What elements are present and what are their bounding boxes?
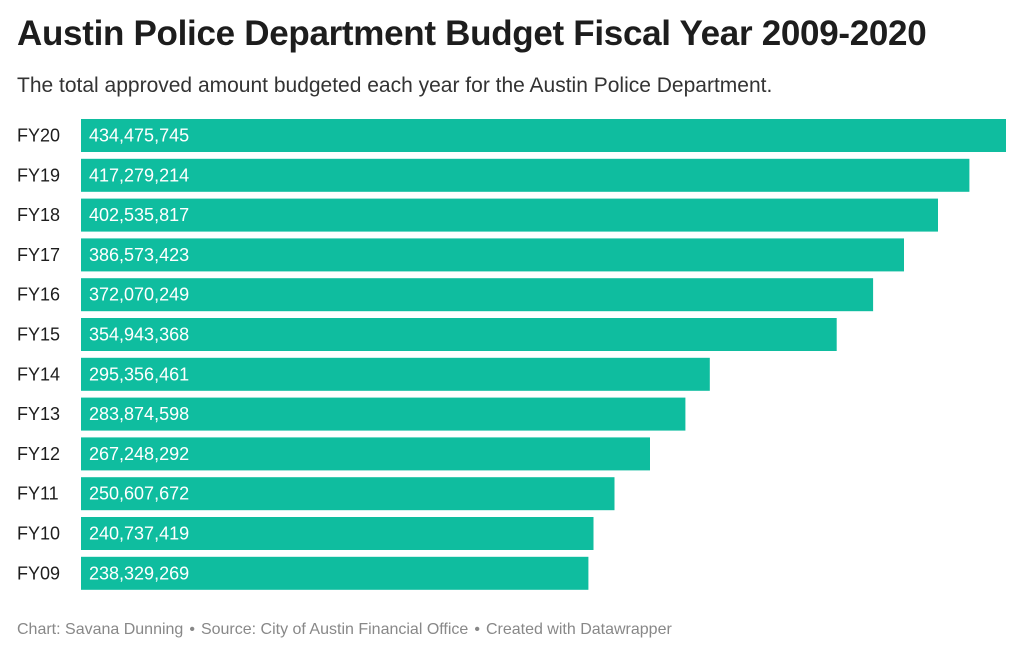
category-label-fy12: FY12 xyxy=(17,444,60,464)
value-label-fy19: 417,279,214 xyxy=(89,165,189,185)
value-label-fy10: 240,737,419 xyxy=(89,524,189,544)
value-label-fy20: 434,475,745 xyxy=(89,126,189,146)
chart-subtitle: The total approved amount budgeted each … xyxy=(17,74,773,97)
bar-fy13 xyxy=(81,397,686,431)
category-label-fy13: FY13 xyxy=(17,404,60,424)
bar-fy18 xyxy=(81,198,938,232)
category-label-fy18: FY18 xyxy=(17,205,60,225)
chart-credit: Chart: Savana Dunning xyxy=(17,621,184,638)
bar-fy09 xyxy=(81,556,589,590)
bar-fy11 xyxy=(81,477,615,511)
category-label-fy14: FY14 xyxy=(17,364,60,384)
bar-fy17 xyxy=(81,238,904,272)
bar-fy12 xyxy=(81,437,650,471)
value-label-fy11: 250,607,672 xyxy=(89,484,189,504)
category-label-fy20: FY20 xyxy=(17,126,60,146)
chart-tool-credit: Created with Datawrapper xyxy=(485,621,672,638)
value-label-fy15: 354,943,368 xyxy=(89,325,189,345)
category-label-fy10: FY10 xyxy=(17,524,60,544)
chart-source: Source: City of Austin Financial Office xyxy=(200,621,469,638)
category-label-fy16: FY16 xyxy=(17,285,60,305)
bar-fy14 xyxy=(81,357,710,391)
footer-separator: • xyxy=(474,621,480,638)
category-label-fy17: FY17 xyxy=(17,245,60,265)
value-label-fy12: 267,248,292 xyxy=(89,444,189,464)
bar-chart: FY20 434,475,745 FY19 417,279,214 FY18 402,53… xyxy=(17,119,1006,590)
value-label-fy18: 402,535,817 xyxy=(89,205,189,225)
bar-fy20 xyxy=(81,119,1006,152)
category-label-fy11: FY11 xyxy=(17,484,59,504)
value-label-fy13: 283,874,598 xyxy=(89,404,189,424)
chart-title: Austin Police Department Budget Fiscal Y… xyxy=(17,14,927,53)
category-label-fy09: FY09 xyxy=(17,563,60,583)
value-label-fy16: 372,070,249 xyxy=(89,285,189,305)
bar-fy15 xyxy=(81,318,837,351)
category-label-fy15: FY15 xyxy=(17,325,60,345)
bar-fy16 xyxy=(81,278,874,312)
value-label-fy17: 386,573,423 xyxy=(89,245,189,265)
footer-separator: • xyxy=(189,621,195,638)
value-label-fy09: 238,329,269 xyxy=(89,563,189,583)
bar-fy19 xyxy=(81,158,970,192)
value-label-fy14: 295,356,461 xyxy=(89,364,189,384)
bar-fy10 xyxy=(81,517,594,550)
category-label-fy19: FY19 xyxy=(17,165,60,185)
chart-footer: Chart: Savana Dunning • Source: City of Au… xyxy=(17,621,672,639)
